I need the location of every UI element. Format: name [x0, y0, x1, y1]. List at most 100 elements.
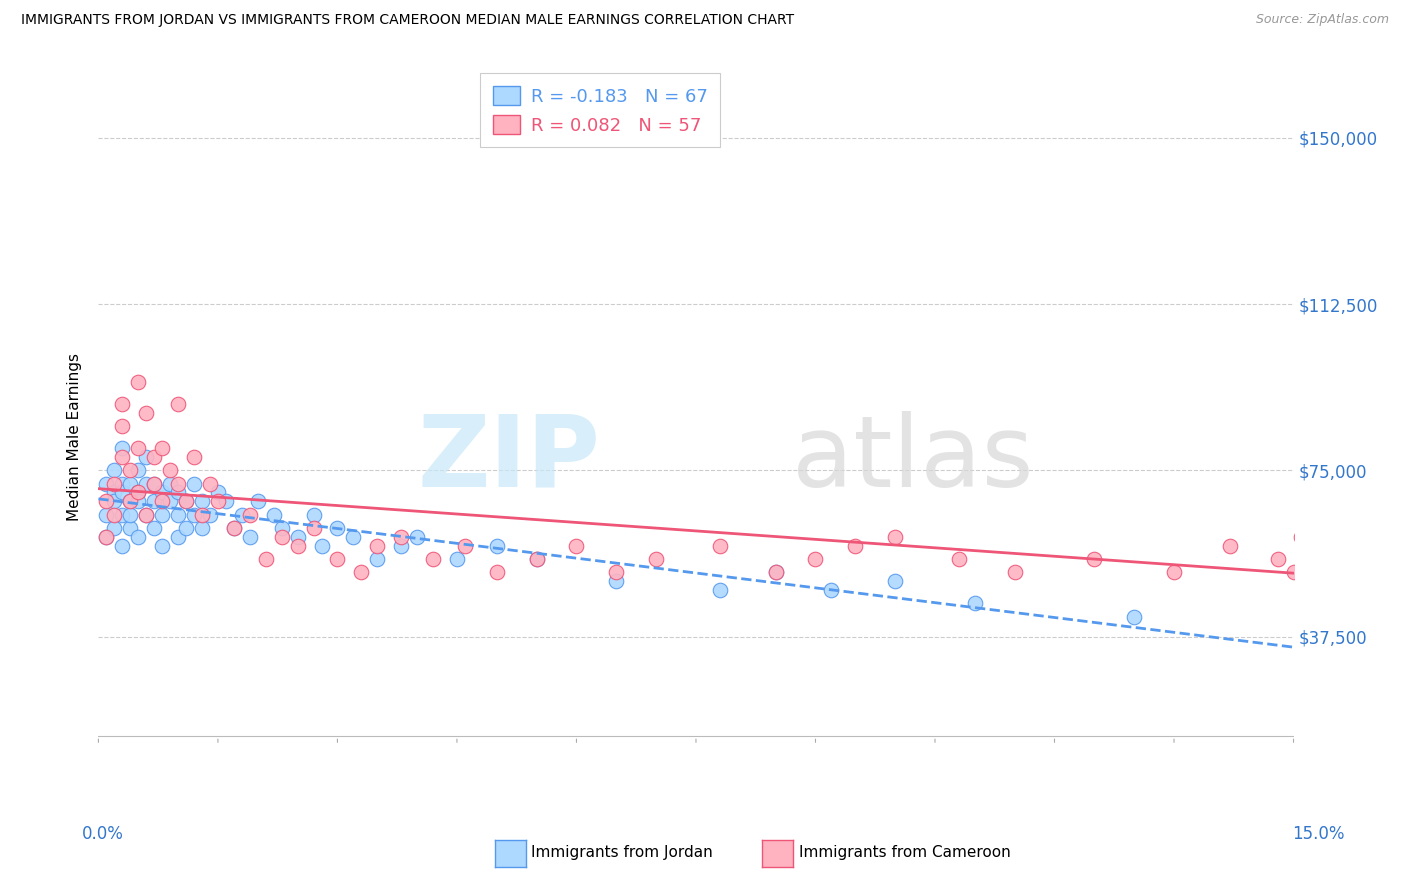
Point	[96, 494, 118, 508]
Point	[350, 566, 373, 580]
Text: Source: ZipAtlas.com: Source: ZipAtlas.com	[1256, 13, 1389, 27]
Point	[239, 508, 262, 522]
Point	[135, 406, 157, 420]
Point	[342, 530, 364, 544]
Text: Immigrants from Cameroon: Immigrants from Cameroon	[799, 846, 1011, 860]
Point	[422, 552, 444, 566]
Point	[191, 508, 214, 522]
Point	[526, 552, 548, 566]
Point	[96, 530, 118, 544]
Point	[1083, 552, 1105, 566]
Point	[127, 463, 149, 477]
Point	[263, 508, 285, 522]
Point	[143, 450, 166, 464]
Point	[709, 539, 731, 553]
Legend: R = -0.183   N = 67, R = 0.082   N = 57: R = -0.183 N = 67, R = 0.082 N = 57	[481, 73, 720, 147]
Text: atlas: atlas	[792, 410, 1033, 508]
Point	[326, 521, 349, 535]
Point	[270, 521, 292, 535]
Point	[167, 508, 190, 522]
Point	[159, 476, 181, 491]
Point	[389, 530, 412, 544]
Point	[111, 419, 134, 434]
Text: ZIP: ZIP	[418, 410, 600, 508]
Point	[120, 494, 142, 508]
Point	[103, 463, 125, 477]
Point	[406, 530, 429, 544]
Point	[207, 494, 229, 508]
Point	[120, 508, 142, 522]
Point	[389, 539, 412, 553]
Point	[1267, 552, 1289, 566]
Point	[820, 582, 842, 597]
Point	[287, 539, 309, 553]
Point	[231, 508, 253, 522]
Point	[127, 485, 149, 500]
Point	[645, 552, 668, 566]
Point	[1163, 566, 1185, 580]
Point	[111, 508, 134, 522]
Point	[311, 539, 333, 553]
Point	[143, 476, 166, 491]
Point	[765, 566, 787, 580]
Point	[207, 485, 229, 500]
Point	[103, 494, 125, 508]
Point	[1298, 432, 1320, 446]
Text: 15.0%: 15.0%	[1292, 825, 1346, 843]
Point	[884, 530, 907, 544]
Point	[111, 450, 134, 464]
Point	[167, 476, 190, 491]
Point	[127, 530, 149, 544]
Point	[963, 596, 986, 610]
Point	[174, 494, 197, 508]
Point	[135, 508, 157, 522]
Point	[1282, 566, 1305, 580]
Point	[127, 375, 149, 389]
Point	[366, 539, 388, 553]
Point	[167, 485, 190, 500]
Point	[111, 539, 134, 553]
Point	[198, 508, 221, 522]
Point	[159, 494, 181, 508]
Point	[1123, 609, 1146, 624]
Point	[222, 521, 245, 535]
Point	[127, 485, 149, 500]
Point	[302, 508, 325, 522]
Point	[143, 521, 166, 535]
Point	[765, 566, 787, 580]
Point	[150, 494, 173, 508]
Point	[111, 397, 134, 411]
Point	[605, 574, 627, 589]
Point	[127, 494, 149, 508]
Point	[120, 463, 142, 477]
Point	[246, 494, 269, 508]
Point	[96, 476, 118, 491]
Point	[239, 530, 262, 544]
Point	[150, 539, 173, 553]
Point	[1004, 566, 1026, 580]
Point	[183, 450, 205, 464]
Point	[302, 521, 325, 535]
Point	[485, 566, 508, 580]
Point	[159, 463, 181, 477]
Point	[143, 476, 166, 491]
Point	[103, 485, 125, 500]
Text: Immigrants from Jordan: Immigrants from Jordan	[531, 846, 713, 860]
Point	[454, 539, 477, 553]
Text: IMMIGRANTS FROM JORDAN VS IMMIGRANTS FROM CAMEROON MEDIAN MALE EARNINGS CORRELAT: IMMIGRANTS FROM JORDAN VS IMMIGRANTS FRO…	[21, 13, 794, 28]
Point	[215, 494, 238, 508]
Point	[143, 494, 166, 508]
Point	[709, 582, 731, 597]
Point	[150, 441, 173, 455]
Point	[326, 552, 349, 566]
Point	[287, 530, 309, 544]
Y-axis label: Median Male Earnings: Median Male Earnings	[67, 353, 83, 521]
Point	[120, 476, 142, 491]
Point	[174, 521, 197, 535]
Point	[844, 539, 866, 553]
Point	[366, 552, 388, 566]
Point	[565, 539, 588, 553]
Point	[222, 521, 245, 535]
Point	[948, 552, 970, 566]
Point	[111, 476, 134, 491]
